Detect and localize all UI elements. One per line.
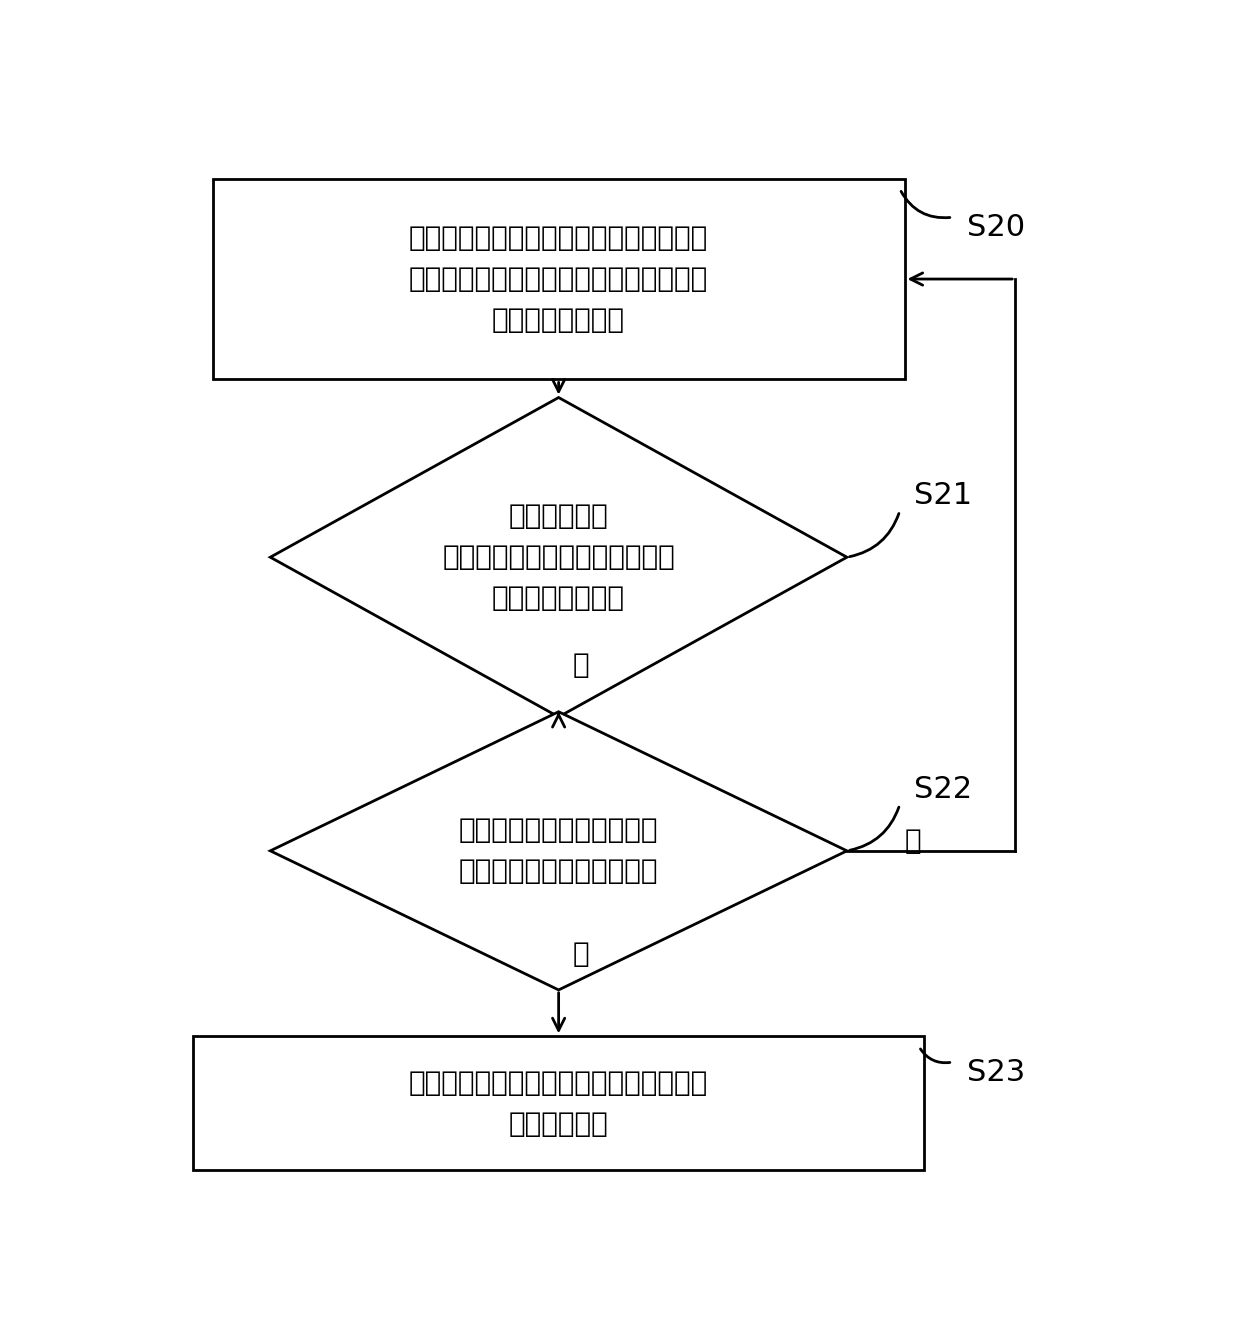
Text: 控制所述空调器的电子膨胀阀调整开度，
以使所述空调器的室内机侧的温度大于或
等于第一设定温度: 控制所述空调器的电子膨胀阀调整开度， 以使所述空调器的室内机侧的温度大于或 等于…	[409, 223, 708, 334]
Polygon shape	[270, 397, 847, 717]
Text: 判断空调器的
室内机侧当前的温度是否大于或
等于第一设定温度: 判断空调器的 室内机侧当前的温度是否大于或 等于第一设定温度	[443, 502, 675, 613]
Text: S20: S20	[967, 213, 1025, 242]
Polygon shape	[270, 712, 847, 990]
Text: 判断所述电子膨胀阀的当前
开度是否位于第一开度范围: 判断所述电子膨胀阀的当前 开度是否位于第一开度范围	[459, 816, 658, 886]
Text: 是: 是	[573, 939, 590, 967]
Text: S21: S21	[914, 480, 972, 510]
Text: S23: S23	[967, 1058, 1025, 1086]
Bar	[213, 178, 904, 380]
Bar	[193, 1037, 924, 1171]
Text: 否: 否	[573, 652, 590, 680]
Text: 否: 否	[905, 827, 921, 855]
Text: S22: S22	[914, 775, 972, 804]
Text: 控制室内风机降低运行转速或控制压缩机
提高运行频率: 控制室内风机降低运行转速或控制压缩机 提高运行频率	[409, 1069, 708, 1137]
